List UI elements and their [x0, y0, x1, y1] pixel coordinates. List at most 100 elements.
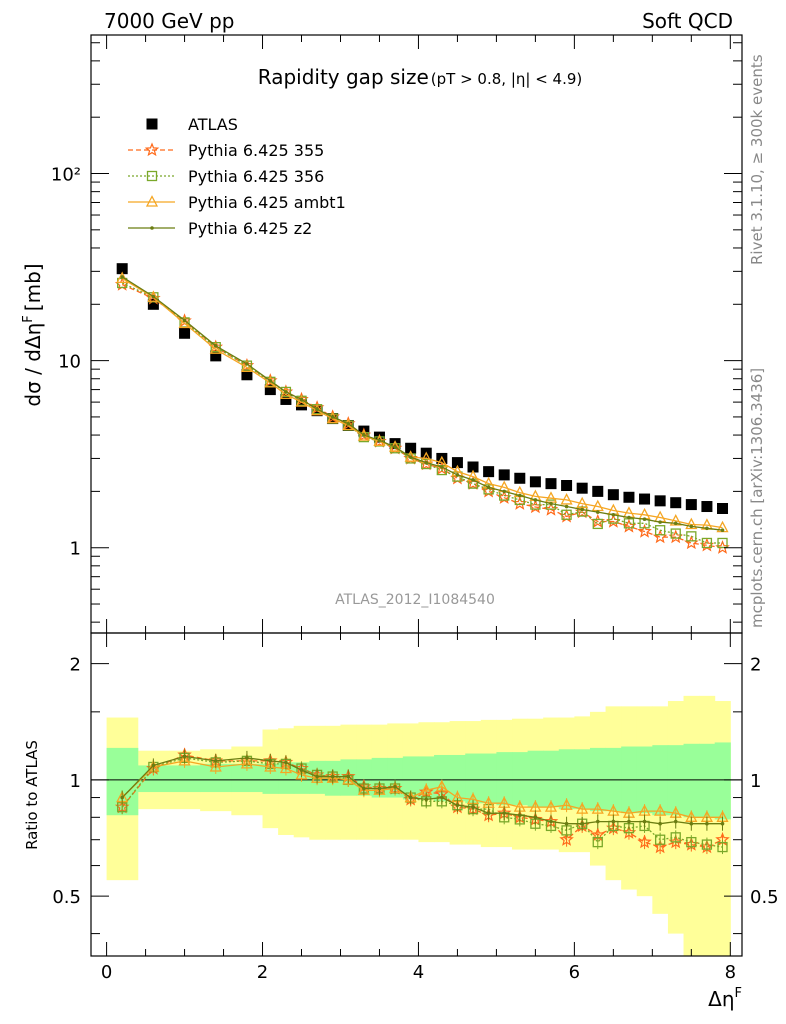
ratio-point-3-32: [689, 821, 694, 826]
band-stat-2: [168, 765, 201, 793]
main-point-1-29: [637, 523, 652, 538]
ratio-point-3-12: [377, 786, 382, 791]
ratio-point-3-29: [642, 819, 647, 824]
ratio-bands: [91, 695, 742, 956]
ratio-point-3-25: [580, 821, 584, 826]
main-point-0-6: [280, 393, 292, 405]
main-point-4-23: [549, 501, 553, 506]
main-point-0-2: [179, 327, 191, 339]
main-point-2-32: [686, 531, 697, 542]
main-point-0-32: [685, 499, 697, 511]
legend-marker-0: [146, 118, 158, 130]
ratio-point-1-33: [701, 839, 713, 850]
ratio-point-3-5: [268, 759, 273, 763]
main-point-0-4: [241, 369, 253, 381]
ratio-point-3-23: [549, 819, 553, 824]
ratio-point-2-2: [178, 753, 191, 766]
main-point-2-26: [592, 518, 603, 530]
main-point-0-22: [529, 476, 541, 488]
ratio-point-3-28: [627, 819, 631, 824]
main-point-4-31: [673, 521, 678, 526]
legend: ATLAS Pythia 6.425 355 Pythia 6.425 356 Pyt…: [128, 115, 346, 238]
legend-marker-4: [150, 226, 154, 230]
main-point-4-3: [213, 343, 218, 348]
main-point-4-12: [377, 438, 382, 443]
ratio-panel: 0.5 0.5 1 1 2 2 0 2 4 6 8 Ratio to ATLAS ΔηF: [23, 632, 779, 1011]
band-stat-19: [480, 753, 497, 804]
x-axis-label-text: Δη: [708, 987, 734, 1011]
main-ytick-label: 10: [58, 352, 81, 373]
ratio-ytick-label: 1: [70, 771, 81, 792]
main-point-4-1: [151, 294, 156, 299]
main-point-0-34: [717, 503, 729, 515]
ratio-point-3-13: [393, 784, 397, 789]
ratio-point-2-30: [654, 804, 667, 816]
main-point-0-33: [701, 501, 713, 513]
main-point-4-15: [424, 460, 429, 465]
ratio-point-2-5: [264, 760, 277, 772]
legend-label-4: Pythia 6.425 z2: [188, 219, 312, 238]
ratio-point-3-15: [424, 797, 429, 802]
main-point-0-19: [483, 466, 495, 478]
ratio-point-2-7: [295, 768, 308, 780]
main-point-4-20: [502, 489, 507, 494]
main-point-0-5: [264, 384, 276, 396]
main-point-4-26: [595, 510, 600, 514]
ratio-point-1-30: [654, 834, 666, 845]
main-point-3-25: [576, 496, 589, 509]
ratio-point-2-3: [209, 760, 222, 772]
legend-label-2: Pythia 6.425 356: [188, 167, 324, 186]
ratio-point-3-7: [299, 768, 304, 772]
main-point-0-27: [607, 489, 619, 501]
main-point-2-34: [717, 537, 728, 549]
band-stat-25: [574, 749, 591, 810]
ratio-point-3-4: [245, 756, 249, 760]
ratio-point-0-24: [559, 832, 574, 846]
main-title-text: Rapidity gap size: [258, 65, 429, 89]
main-point-4-27: [611, 512, 616, 517]
ratio-axes: 0.5 0.5 1 1 2 2 0 2 4 6 8: [52, 633, 779, 983]
main-point-4-14: [408, 455, 413, 459]
ratio-point-3-3: [213, 759, 218, 763]
main-point-4-9: [330, 415, 335, 419]
main-point-4-2: [182, 318, 187, 323]
main-point-0-28: [623, 491, 635, 503]
main-line-1: [121, 283, 723, 549]
ratio-point-3-18: [471, 805, 475, 809]
ratio-point-3-8: [315, 774, 319, 779]
band-stat-22: [527, 750, 544, 808]
ratio-point-2-23: [544, 800, 558, 812]
main-point-4-4: [245, 362, 249, 366]
legend-label-3: Pythia 6.425 ambt1: [188, 193, 346, 212]
main-point-4-5: [268, 378, 273, 383]
ratio-point-3-16: [440, 795, 444, 800]
main-point-2-19: [483, 484, 494, 495]
main-point-2-33: [701, 537, 713, 549]
ratio-point-3-31: [673, 819, 678, 824]
ratio-point-1-34: [717, 841, 728, 853]
main-point-0-25: [576, 482, 588, 494]
ratio-point-2-24: [560, 798, 573, 810]
x-axis-label-sup: F: [735, 986, 742, 1001]
ratio-point-3-20: [502, 811, 507, 815]
main-point-0-31: [670, 497, 682, 509]
main-point-4-28: [627, 515, 631, 520]
main-point-4-13: [393, 445, 397, 449]
ratio-point-3-10: [346, 774, 351, 779]
watermark: ATLAS_2012_I1084540: [335, 592, 495, 608]
legend-label-0: ATLAS: [188, 115, 238, 134]
ratio-xtick-label: 4: [413, 962, 424, 983]
ratio-point-3-22: [533, 815, 538, 820]
ratio-point-3-14: [408, 795, 413, 800]
ratio-ylabel: Ratio to ATLAS: [23, 740, 41, 850]
header-right: Soft QCD: [642, 9, 733, 33]
main-line-3: [121, 277, 723, 529]
main-point-2-31: [670, 528, 681, 539]
ratio-point-3-1: [151, 763, 156, 768]
ratio-point-3-26: [595, 819, 600, 824]
ratio-point-2-26: [591, 802, 604, 814]
ratio-point-3-24: [564, 821, 569, 826]
ratio-xtick-label: 6: [569, 962, 580, 983]
main-point-3-1: [147, 290, 160, 302]
